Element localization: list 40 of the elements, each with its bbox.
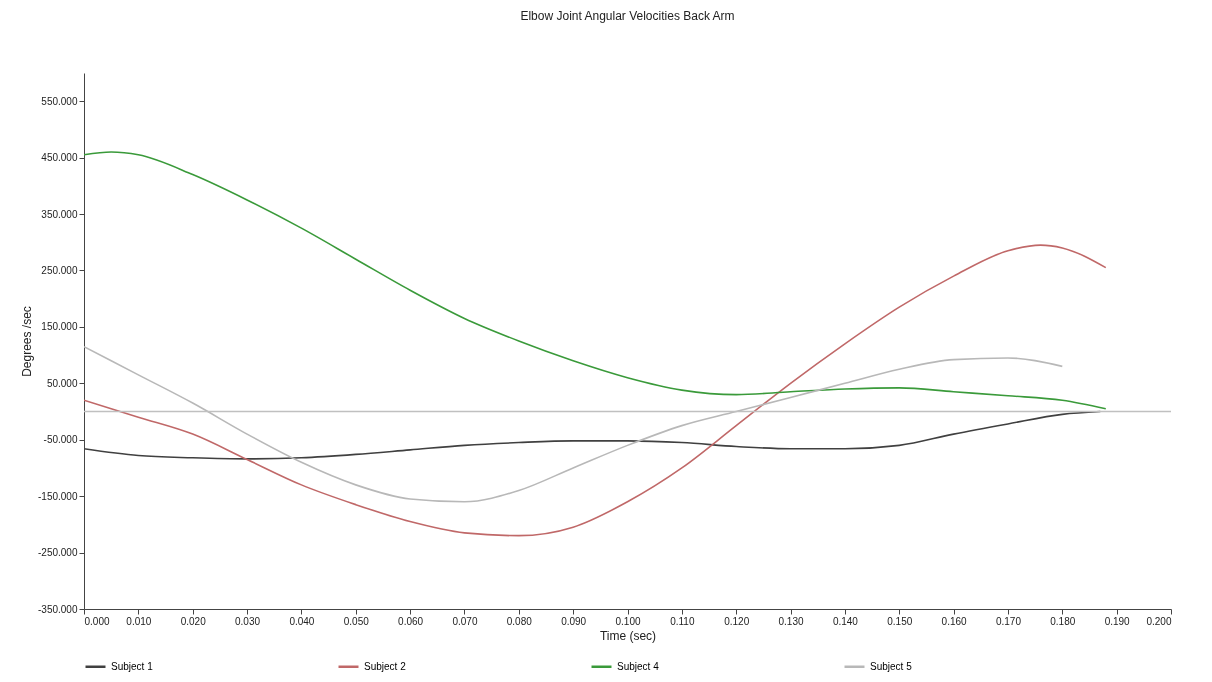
x-tick-label: 0.180 (1050, 615, 1076, 627)
x-tick-label: 0.060 (398, 615, 424, 627)
x-tick-label: 0.190 (1104, 615, 1131, 627)
x-tick-label: 0.110 (670, 615, 695, 627)
x-tick-label: 0.120 (724, 615, 750, 627)
y-tick-label: 50.000 (46, 377, 78, 389)
x-tick-label: 0.170 (995, 615, 1022, 627)
y-tick-label: -250.000 (38, 547, 78, 559)
legend-label: Subject 2 (364, 660, 407, 672)
x-tick-label: 0.000 (84, 615, 110, 627)
x-tick-label: 0.150 (887, 615, 913, 627)
x-tick-label: 0.070 (452, 615, 478, 627)
legend-label: Subject 4 (617, 660, 660, 672)
x-tick-label: 0.130 (778, 615, 804, 627)
y-tick-label: 150.000 (41, 321, 78, 333)
x-tick-label: 0.200 (1146, 615, 1172, 627)
legend-label: Subject 1 (111, 660, 154, 672)
legend-label: Subject 5 (870, 660, 913, 672)
y-tick-label: 550.000 (41, 95, 78, 107)
x-tick-label: 0.140 (832, 615, 859, 627)
chart-title: Elbow Joint Angular Velocities Back Arm (520, 9, 735, 23)
y-tick-label: -150.000 (38, 490, 78, 502)
line-series (84, 151, 1107, 410)
x-tick-label: 0.090 (561, 615, 587, 627)
x-tick-label: 0.020 (180, 615, 207, 627)
x-tick-label: 0.050 (343, 615, 370, 627)
x-tick-label: 0.100 (615, 615, 641, 627)
line-series (84, 244, 1107, 537)
x-tick-label: 0.160 (941, 615, 968, 627)
y-axis-title: Degrees /sec (20, 306, 35, 377)
y-tick-label: -350.000 (38, 603, 78, 615)
x-tick-label: 0.040 (289, 615, 315, 627)
y-tick-label: 350.000 (41, 208, 78, 220)
y-tick-label: 450.000 (41, 152, 78, 164)
y-tick-label: -50.000 (43, 434, 78, 446)
y-tick-label: 250.000 (41, 264, 78, 276)
x-tick-label: 0.030 (235, 615, 261, 627)
x-axis-title: Time (sec) (599, 628, 657, 643)
x-tick-label: 0.010 (126, 615, 152, 627)
x-tick-label: 0.080 (506, 615, 533, 627)
